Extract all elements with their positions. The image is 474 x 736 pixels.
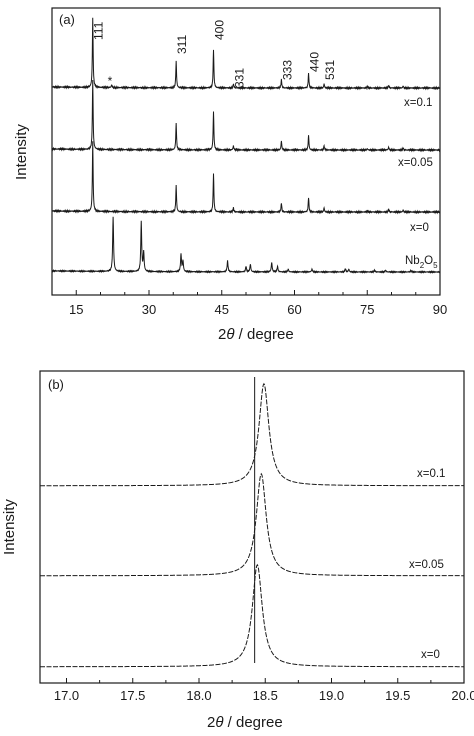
panel-a-x-tick-label-75: 75 <box>360 302 374 317</box>
panel-b-traces <box>40 382 465 668</box>
panel-a-trace-x-0 <box>51 141 441 215</box>
panel-a-peak-label-333: 333 <box>280 60 294 80</box>
panel-a-y-axis-title: Intensity <box>13 124 30 180</box>
panel-a-peak-labels: 111 * 311 400 331 333 440 531 <box>92 20 337 88</box>
panel-b-x-tick-label-18.0: 18.0 <box>186 688 211 703</box>
panel-b-series-label-x01: x=0.1 <box>417 468 445 480</box>
panel-a-trace-x-0-05 <box>51 80 441 153</box>
panel-a-x-ticks: 15 30 45 60 75 90 <box>51 290 447 317</box>
panel-b: (b) 17.0 17.5 18.0 18.5 19.0 19.5 20.0 x=0.1 x… <box>1 370 474 731</box>
panel-a-impurity-marker: * <box>108 74 113 88</box>
panel-b-frame <box>39 370 465 684</box>
panel-a-series-label-x01: x=0.1 <box>404 97 432 109</box>
panel-b-x-tick-label-18.5: 18.5 <box>253 688 278 703</box>
panel-b-trace-x-0-1 <box>40 382 465 487</box>
panel-a-trace-x-0-1 <box>51 17 441 91</box>
panel-b-x-axis-title: 2θ / degree <box>207 714 283 731</box>
panel-a-trace-nb2o5 <box>51 216 441 275</box>
panel-a-x-tick-label-15: 15 <box>69 302 83 317</box>
panel-a-peak-label-440: 440 <box>308 52 322 72</box>
panel-a-traces <box>51 17 441 275</box>
panel-a-label: (a) <box>59 12 75 27</box>
panel-b-x-ticks: 17.0 17.5 18.0 18.5 19.0 19.5 20.0 <box>54 678 474 703</box>
panel-b-trace-x-0-05 <box>40 472 464 577</box>
panel-a-peak-label-331: 331 <box>232 68 246 88</box>
panel-b-x-tick-label-19.5: 19.5 <box>385 688 410 703</box>
panel-a-peak-label-531: 531 <box>323 60 337 80</box>
panel-b-x-tick-label-17.5: 17.5 <box>120 688 145 703</box>
panel-a-series-label-x0: x=0 <box>410 222 429 234</box>
panel-b-x-tick-label-19.0: 19.0 <box>319 688 344 703</box>
panel-a-peak-label-400: 400 <box>213 20 227 40</box>
panel-a-x-axis-title: 2θ / degree <box>218 326 294 343</box>
panel-a-series-label-nb2o5: Nb2O5 <box>405 255 438 270</box>
panel-a-series-label-x005: x=0.05 <box>398 157 433 169</box>
panel-b-series-label-x005: x=0.05 <box>409 559 444 571</box>
panel-a-x-tick-label-30: 30 <box>142 302 156 317</box>
panel-b-y-axis-title: Intensity <box>1 499 18 555</box>
panel-a-x-tick-label-60: 60 <box>287 302 301 317</box>
panel-b-trace-x-0 <box>40 563 464 668</box>
panel-a-x-tick-label-45: 45 <box>215 302 229 317</box>
panel-a-peak-label-311: 311 <box>175 35 189 54</box>
panel-a-x-tick-label-90: 90 <box>433 302 447 317</box>
panel-b-x-tick-label-20.0: 20.0 <box>451 688 474 703</box>
panel-a-peak-label-111: 111 <box>92 21 106 40</box>
panel-b-label: (b) <box>48 377 64 392</box>
panel-b-series-label-x0: x=0 <box>421 649 440 661</box>
panel-b-x-tick-label-17.0: 17.0 <box>54 688 79 703</box>
